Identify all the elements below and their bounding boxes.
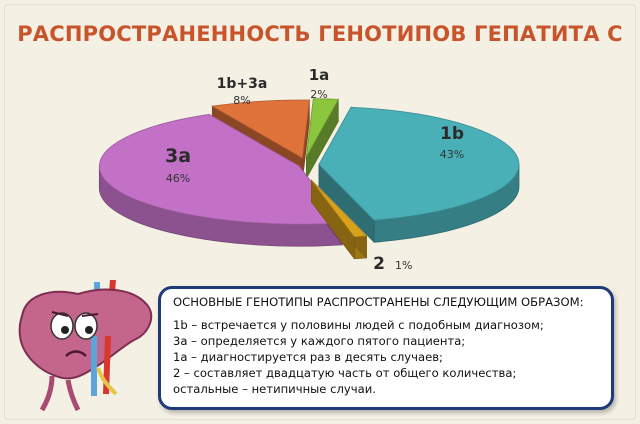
pie-slice-2 [311, 179, 368, 260]
slice-label-1a: 1a [309, 66, 330, 84]
page-frame [4, 4, 636, 420]
info-box: ОСНОВНЫЕ ГЕНОТИПЫ РАСПРОСТРАНЕНЫ СЛЕДУЮЩ… [158, 286, 614, 410]
info-line: 3a – определяется у каждого пятого пацие… [173, 334, 466, 348]
info-line: 2 – составляет двадцатую часть от общего… [173, 366, 517, 380]
slice-value-1b-3a: 8% [233, 94, 250, 107]
slice-value-3a: 46% [166, 172, 190, 185]
info-heading: ОСНОВНЫЕ ГЕНОТИПЫ РАСПРОСТРАНЕНЫ СЛЕДУЮЩ… [173, 295, 584, 309]
pie-slice-1b [318, 106, 520, 243]
slice-value-1a: 2% [310, 88, 327, 101]
slice-label-1b: 1b [440, 124, 464, 144]
info-line: 1b – встречается у половины людей с подо… [173, 318, 544, 332]
slice-value-2: 1% [395, 259, 412, 272]
slice-label-1b-3a: 1b+3a [217, 76, 268, 92]
liver-character-icon [18, 280, 153, 412]
info-line: 1a – диагностируется раз в десять случае… [173, 350, 443, 364]
info-line: остальные – нетипичные случаи. [173, 382, 376, 396]
slice-value-1b: 43% [440, 148, 464, 161]
pie-slice-1a [305, 98, 340, 180]
slice-label-3a: 3a [165, 145, 191, 167]
chart-title: РАСПРОСТРАНЕННОСТЬ ГЕНОТИПОВ ГЕПАТИТА С [17, 22, 623, 46]
slice-label-2: 2 [373, 254, 385, 274]
